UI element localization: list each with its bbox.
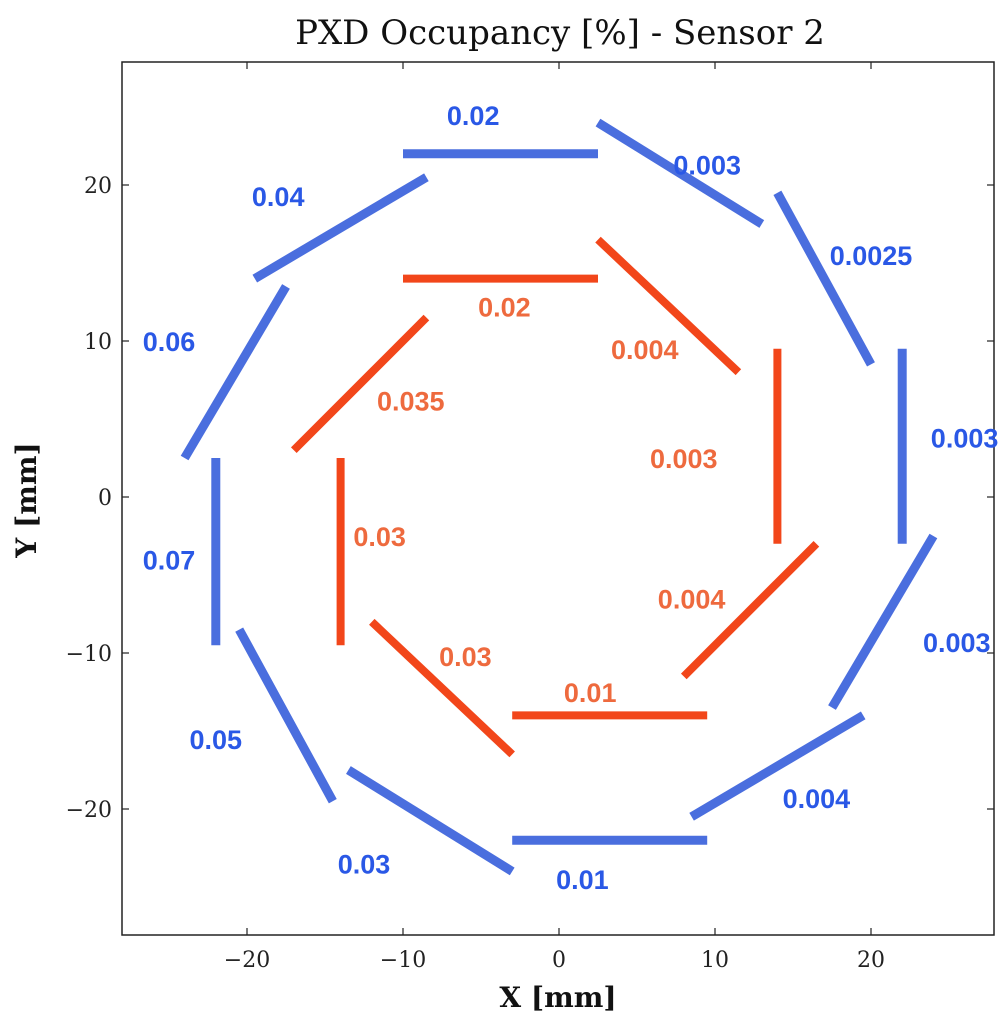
inner-occupancy-label: 0.003 bbox=[650, 444, 718, 474]
chart-title: PXD Occupancy [%] - Sensor 2 bbox=[295, 13, 825, 53]
outer-occupancy-label: 0.06 bbox=[143, 327, 196, 357]
y-tick-label: 0 bbox=[98, 486, 112, 511]
x-axis-label: X [mm] bbox=[499, 981, 616, 1014]
x-tick-label: −10 bbox=[380, 948, 426, 973]
inner-occupancy-label: 0.03 bbox=[353, 522, 406, 552]
inner-ladder-segment bbox=[680, 540, 820, 680]
y-axis-ticks: −20 −10 0 10 20 bbox=[66, 174, 994, 823]
inner-occupancy-label: 0.03 bbox=[439, 642, 492, 672]
inner-occupancy-label: 0.004 bbox=[611, 335, 679, 365]
outer-ladder-segment bbox=[252, 173, 429, 283]
x-tick-label: 10 bbox=[701, 948, 729, 973]
inner-occupancy-label: 0.02 bbox=[478, 293, 531, 323]
outer-occupancy-label: 0.0025 bbox=[830, 241, 913, 271]
outer-occupancy-label: 0.003 bbox=[923, 628, 991, 658]
outer-ladder-segment bbox=[346, 766, 515, 876]
y-tick-label: 10 bbox=[84, 330, 112, 355]
inner-ladder-segment bbox=[290, 314, 430, 454]
inner-occupancy-label: 0.004 bbox=[658, 584, 726, 614]
y-tick-label: 20 bbox=[84, 174, 112, 199]
outer-occupancy-label: 0.02 bbox=[447, 101, 500, 131]
outer-occupancy-label: 0.003 bbox=[673, 151, 741, 181]
outer-occupancy-label: 0.05 bbox=[190, 725, 243, 755]
inner-ladder-segment bbox=[595, 236, 742, 376]
y-tick-label: −20 bbox=[66, 798, 112, 823]
x-axis-ticks: −20 −10 0 10 20 bbox=[224, 62, 885, 973]
outer-ladder-segment bbox=[828, 533, 938, 710]
outer-occupancy-label: 0.07 bbox=[143, 545, 196, 575]
outer-ladders: 0.020.0030.00250.0030.0030.0040.010.030.… bbox=[143, 101, 998, 895]
inner-occupancy-label: 0.035 bbox=[377, 386, 445, 416]
outer-occupancy-label: 0.04 bbox=[252, 182, 305, 212]
outer-occupancy-label: 0.003 bbox=[931, 424, 998, 454]
y-axis-label: Y [mm] bbox=[10, 442, 43, 559]
y-tick-label: −10 bbox=[66, 642, 112, 667]
outer-ladder-segment bbox=[595, 118, 765, 228]
x-tick-label: 20 bbox=[857, 948, 885, 973]
outer-occupancy-label: 0.004 bbox=[783, 784, 851, 814]
outer-ladder-segment bbox=[773, 190, 875, 367]
outer-ladder-segment bbox=[689, 711, 866, 821]
x-tick-label: 0 bbox=[552, 948, 566, 973]
x-tick-label: −20 bbox=[224, 948, 270, 973]
inner-ladders: 0.02 0.004 0.003 0.004 0.01 0.03 0.03 0.035 bbox=[290, 236, 820, 758]
outer-ladder-segment bbox=[180, 284, 290, 461]
outer-occupancy-label: 0.01 bbox=[556, 865, 609, 895]
plot-frame bbox=[121, 61, 995, 936]
inner-ladder-segment bbox=[369, 618, 515, 758]
outer-occupancy-label: 0.03 bbox=[338, 850, 391, 880]
inner-occupancy-label: 0.01 bbox=[564, 678, 617, 708]
outer-ladder-segment bbox=[235, 627, 337, 804]
